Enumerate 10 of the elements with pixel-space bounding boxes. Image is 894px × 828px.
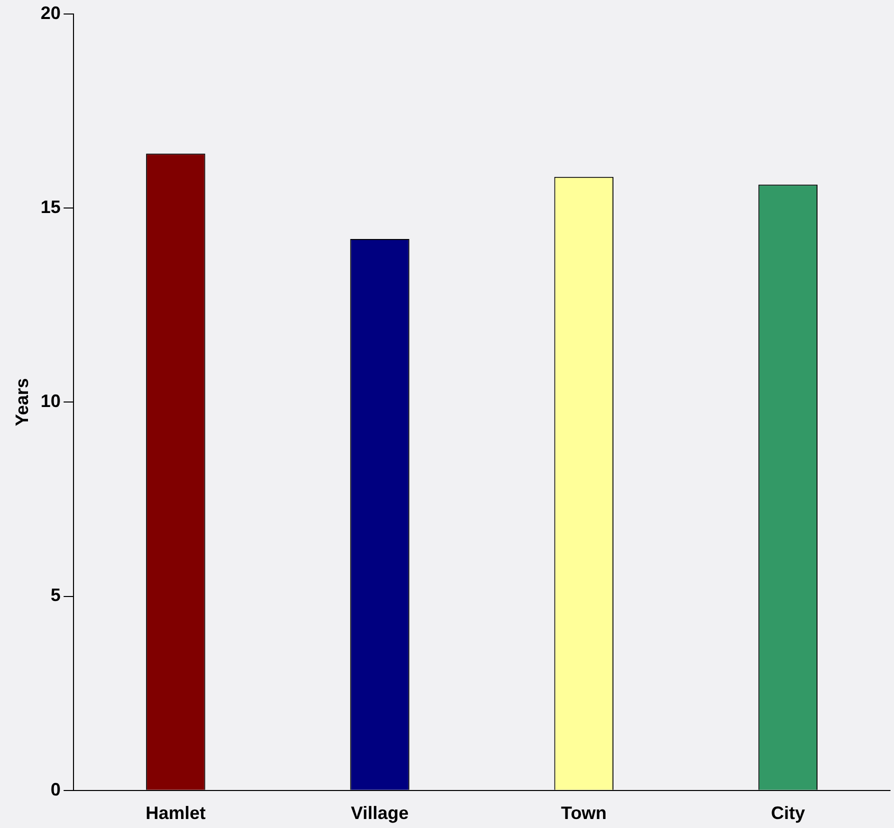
y-tick-label: 5 <box>50 585 61 606</box>
x-tick-label: Village <box>350 803 409 824</box>
x-tick-label: Town <box>561 803 607 824</box>
x-tick-label: Hamlet <box>146 803 206 824</box>
y-tick-label: 10 <box>40 391 61 412</box>
x-tick-label: City <box>770 803 805 824</box>
y-tick-label: 15 <box>40 196 61 217</box>
y-axis-title: Years <box>12 378 32 426</box>
y-tick-label: 0 <box>50 779 61 800</box>
y-tick-label: 20 <box>40 2 61 23</box>
